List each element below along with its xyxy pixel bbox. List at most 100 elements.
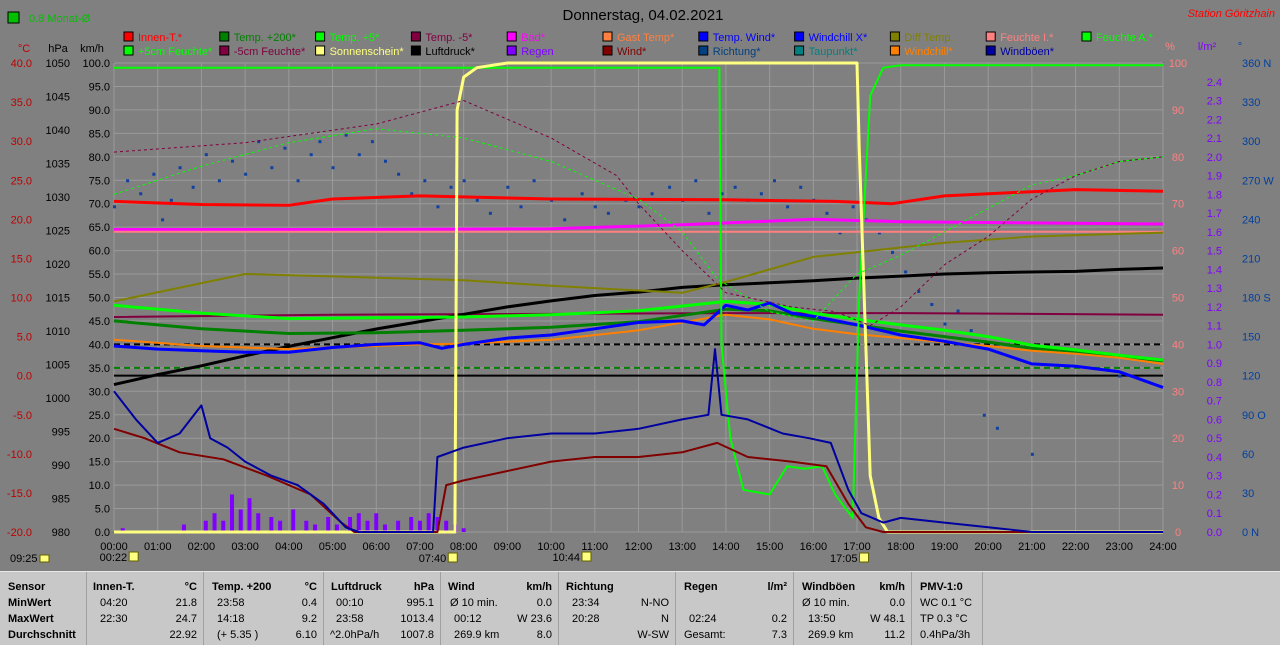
legend-entry: Temp. -5* — [425, 32, 473, 44]
tick-label-temp: 30.0 — [11, 136, 32, 148]
tick-label-direction: 330 — [1242, 97, 1260, 109]
x-tick-label: 16:00 — [800, 541, 828, 553]
tick-label-rain: 0.3 — [1207, 471, 1222, 483]
axis-label-temp: °C — [18, 43, 30, 55]
tick-label-temp: 5.0 — [17, 332, 32, 344]
time-marker-label: 00:22 — [100, 552, 128, 564]
stats-value: 1013.4 — [400, 613, 434, 625]
legend-swatch — [315, 45, 326, 56]
direction-dot — [877, 231, 881, 235]
series-line — [113, 266, 1164, 387]
stats-header: Regen — [684, 581, 718, 593]
tick-label-direction: 360 N — [1242, 58, 1271, 70]
x-tick-label: 17:00 — [843, 541, 871, 553]
stats-time: 269.9 km — [454, 629, 500, 641]
stats-unit: hPa — [413, 581, 434, 593]
rain-bar — [365, 520, 370, 532]
rain-bar — [334, 524, 339, 532]
rain-bar — [230, 494, 235, 532]
tick-label-temp: 20.0 — [11, 214, 32, 226]
stats-time: ^2.0hPa/h — [330, 629, 380, 641]
tick-label-wind: 20.0 — [89, 433, 110, 445]
direction-dot — [152, 172, 156, 176]
direction-dot — [943, 322, 947, 326]
tick-label-rain: 1.7 — [1207, 208, 1222, 220]
legend-swatch — [410, 45, 421, 56]
rain-bar — [409, 516, 414, 532]
stats-time: 23:58 — [336, 613, 364, 625]
direction-dot — [650, 192, 654, 196]
stats-time: 269.9 km — [808, 629, 854, 641]
stats-row-label: Durchschnitt — [8, 629, 76, 641]
stats-value: 11.2 — [884, 629, 905, 641]
legend-swatch — [219, 45, 230, 56]
direction-dot — [296, 179, 300, 183]
month-average-indicator-icon[interactable] — [7, 11, 20, 24]
stats-time: (+ 5.35 ) — [217, 629, 259, 641]
direction-dot — [475, 198, 479, 202]
direction-dot — [838, 231, 842, 235]
direction-dot — [309, 153, 313, 157]
stats-header: Windböen — [802, 581, 856, 593]
tick-label-wind: 60.0 — [89, 246, 110, 258]
rain-bar — [269, 516, 274, 532]
sun-icon — [859, 552, 870, 563]
rain-bar — [417, 520, 422, 532]
legend-entry: Windchill X* — [809, 32, 868, 44]
legend-swatch — [985, 45, 996, 56]
direction-dot — [383, 159, 387, 163]
tick-label-wind: 90.0 — [89, 105, 110, 117]
sunrise-icon — [39, 554, 50, 563]
direction-dot — [488, 211, 492, 215]
rain-bar — [256, 513, 261, 532]
direction-dot — [244, 172, 248, 176]
legend-swatch — [123, 31, 134, 42]
legend-entry: Temp. Wind* — [713, 32, 776, 44]
sun-icon — [581, 551, 592, 562]
legend-entry: Luftdruck* — [425, 46, 475, 58]
stats-time: 00:12 — [454, 613, 482, 625]
stats-value: 0.0 — [889, 597, 905, 609]
rain-bar — [304, 520, 309, 532]
tick-label-wind: 100.0 — [82, 58, 110, 70]
legend-entry: Innen-T.* — [138, 32, 183, 44]
rain-bar — [181, 524, 186, 532]
direction-dot — [720, 192, 724, 196]
stats-value: N — [661, 613, 669, 625]
rain-bar — [396, 520, 401, 532]
legend-swatch — [602, 31, 613, 42]
direction-dot — [799, 185, 803, 189]
direction-dot — [637, 205, 641, 209]
direction-dot — [707, 211, 711, 215]
tick-label-temp: 10.0 — [11, 293, 32, 305]
sun-icon — [447, 552, 458, 563]
stats-time: 14:18 — [217, 613, 245, 625]
stats-header: Wind — [448, 581, 475, 593]
x-tick-label: 18:00 — [887, 541, 915, 553]
x-tick-label: 12:00 — [625, 541, 653, 553]
tick-label-rain: 0.9 — [1207, 358, 1222, 370]
legend-entry: Richtung* — [713, 46, 761, 58]
direction-dot — [436, 205, 440, 209]
sunrise-label: 09:25 — [10, 553, 38, 565]
tick-label-wind: 55.0 — [89, 269, 110, 281]
direction-dot — [506, 185, 510, 189]
axis-label-direction: ° — [1238, 41, 1242, 53]
tick-label-humidity: 70 — [1172, 199, 1184, 211]
tick-label-rain: 1.8 — [1207, 189, 1222, 201]
tick-label-rain: 1.1 — [1207, 321, 1222, 333]
series-line — [113, 299, 1164, 362]
tick-label-wind: 0.0 — [95, 527, 110, 539]
legend-swatch — [698, 31, 709, 42]
legend-swatch — [506, 45, 517, 56]
direction-dot — [217, 179, 221, 183]
stats-header: Luftdruck — [331, 581, 382, 593]
stats-value: 21.8 — [175, 597, 197, 609]
direction-dot — [532, 179, 536, 183]
tick-label-rain: 1.6 — [1207, 227, 1222, 239]
x-tick-label: 11:00 — [581, 541, 608, 553]
direction-dot — [191, 185, 195, 189]
tick-label-rain: 1.2 — [1207, 302, 1222, 314]
stats-row-label: MaxWert — [8, 613, 54, 625]
direction-dot — [161, 218, 165, 222]
